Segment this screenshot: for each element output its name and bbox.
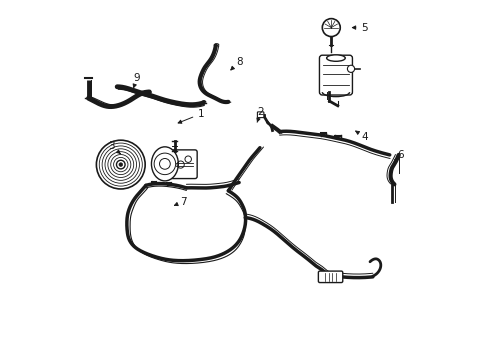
Circle shape	[322, 19, 340, 37]
Text: 3: 3	[108, 141, 120, 154]
FancyBboxPatch shape	[257, 112, 264, 118]
FancyBboxPatch shape	[318, 271, 342, 283]
Text: 4: 4	[355, 131, 367, 142]
Text: 6: 6	[393, 150, 403, 163]
Ellipse shape	[151, 147, 178, 181]
Text: 2: 2	[256, 107, 264, 122]
Text: 5: 5	[352, 23, 367, 33]
FancyBboxPatch shape	[170, 150, 197, 179]
FancyBboxPatch shape	[319, 55, 352, 95]
Text: 9: 9	[133, 73, 140, 88]
Text: 7: 7	[174, 197, 186, 207]
Ellipse shape	[326, 55, 345, 61]
Circle shape	[346, 65, 354, 72]
Circle shape	[119, 163, 122, 166]
Circle shape	[116, 160, 125, 169]
Text: 8: 8	[230, 57, 242, 70]
Text: 1: 1	[178, 109, 204, 123]
